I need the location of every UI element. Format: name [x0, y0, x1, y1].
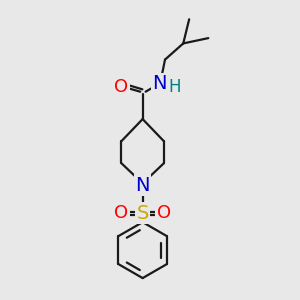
Text: N: N — [152, 74, 167, 93]
Text: S: S — [136, 204, 149, 223]
Text: N: N — [135, 176, 150, 195]
Text: O: O — [114, 204, 128, 222]
Text: H: H — [168, 78, 181, 96]
Text: O: O — [157, 204, 171, 222]
Text: O: O — [114, 78, 128, 96]
